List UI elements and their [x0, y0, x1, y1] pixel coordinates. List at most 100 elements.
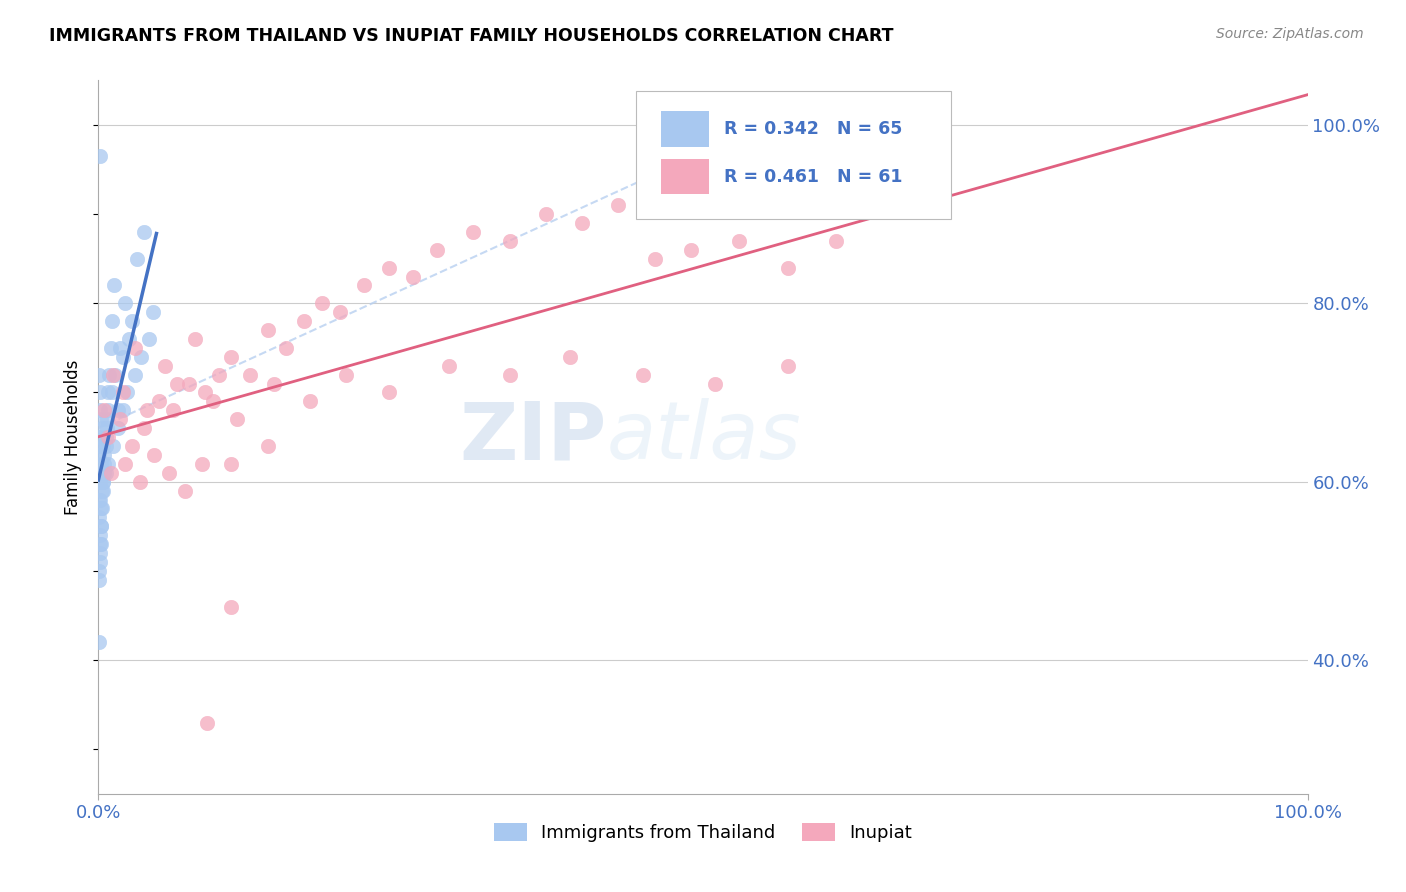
- Point: [87, 573, 110, 587]
- Point: [134, 421, 156, 435]
- Point: [107, 421, 129, 435]
- Point: [498, 368, 520, 382]
- Point: [87, 368, 110, 382]
- Text: R = 0.342   N = 65: R = 0.342 N = 65: [724, 120, 901, 137]
- Point: [118, 332, 141, 346]
- Point: [728, 234, 751, 248]
- Point: [143, 448, 166, 462]
- Point: [825, 234, 848, 248]
- Point: [100, 385, 122, 400]
- Point: [353, 278, 375, 293]
- Point: [97, 385, 120, 400]
- Point: [142, 305, 165, 319]
- Point: [607, 198, 630, 212]
- Point: [114, 296, 136, 310]
- Point: [226, 412, 249, 426]
- Point: [87, 510, 110, 524]
- Point: [90, 501, 112, 516]
- Point: [93, 403, 115, 417]
- Point: [776, 359, 799, 373]
- Point: [498, 234, 520, 248]
- Point: [91, 483, 114, 498]
- Point: [221, 457, 243, 471]
- Point: [121, 314, 143, 328]
- Point: [377, 260, 399, 275]
- Point: [534, 207, 557, 221]
- Point: [90, 457, 112, 471]
- Point: [157, 466, 180, 480]
- Point: [184, 332, 207, 346]
- Point: [97, 457, 120, 471]
- FancyBboxPatch shape: [637, 91, 950, 219]
- Point: [117, 385, 139, 400]
- Point: [571, 216, 593, 230]
- Point: [239, 368, 262, 382]
- Point: [87, 448, 110, 462]
- Point: [128, 475, 150, 489]
- Point: [108, 341, 131, 355]
- Point: [166, 376, 188, 391]
- Point: [93, 448, 115, 462]
- Point: [221, 350, 243, 364]
- Point: [111, 385, 134, 400]
- Legend: Immigrants from Thailand, Inupiat: Immigrants from Thailand, Inupiat: [486, 815, 920, 849]
- Point: [108, 412, 131, 426]
- Point: [631, 368, 654, 382]
- Point: [101, 368, 124, 382]
- Point: [195, 715, 218, 730]
- Point: [91, 475, 114, 489]
- Point: [292, 314, 315, 328]
- Point: [100, 341, 122, 355]
- Point: [89, 430, 111, 444]
- Point: [93, 466, 115, 480]
- Point: [124, 368, 146, 382]
- Point: [111, 403, 134, 417]
- FancyBboxPatch shape: [661, 111, 709, 146]
- Y-axis label: Family Households: Family Households: [65, 359, 83, 515]
- Point: [162, 403, 184, 417]
- Point: [148, 394, 170, 409]
- Point: [426, 243, 449, 257]
- Point: [87, 635, 110, 649]
- Point: [100, 466, 122, 480]
- Point: [89, 475, 111, 489]
- Point: [107, 403, 129, 417]
- Point: [91, 439, 114, 453]
- Point: [114, 457, 136, 471]
- Point: [91, 501, 114, 516]
- Text: ZIP: ZIP: [458, 398, 606, 476]
- Point: [89, 537, 111, 551]
- Point: [87, 564, 110, 578]
- Point: [263, 376, 285, 391]
- Point: [89, 149, 111, 163]
- Point: [335, 368, 357, 382]
- Point: [111, 350, 134, 364]
- Point: [174, 483, 197, 498]
- Point: [93, 457, 115, 471]
- Point: [558, 350, 581, 364]
- Point: [101, 439, 124, 453]
- Point: [679, 243, 702, 257]
- FancyBboxPatch shape: [661, 159, 709, 194]
- Point: [89, 492, 111, 507]
- Point: [89, 492, 111, 507]
- Point: [89, 528, 111, 542]
- Point: [90, 519, 112, 533]
- Point: [89, 555, 111, 569]
- Point: [437, 359, 460, 373]
- Point: [377, 385, 399, 400]
- Point: [704, 376, 727, 391]
- Point: [179, 376, 201, 391]
- Point: [202, 394, 225, 409]
- Point: [329, 305, 352, 319]
- Point: [127, 252, 149, 266]
- Point: [100, 314, 122, 328]
- Point: [91, 475, 114, 489]
- Point: [208, 368, 231, 382]
- Point: [402, 269, 425, 284]
- Text: IMMIGRANTS FROM THAILAND VS INUPIAT FAMILY HOUSEHOLDS CORRELATION CHART: IMMIGRANTS FROM THAILAND VS INUPIAT FAMI…: [49, 27, 894, 45]
- Point: [463, 225, 485, 239]
- Text: R = 0.461   N = 61: R = 0.461 N = 61: [724, 168, 903, 186]
- Point: [89, 466, 111, 480]
- Point: [90, 412, 112, 426]
